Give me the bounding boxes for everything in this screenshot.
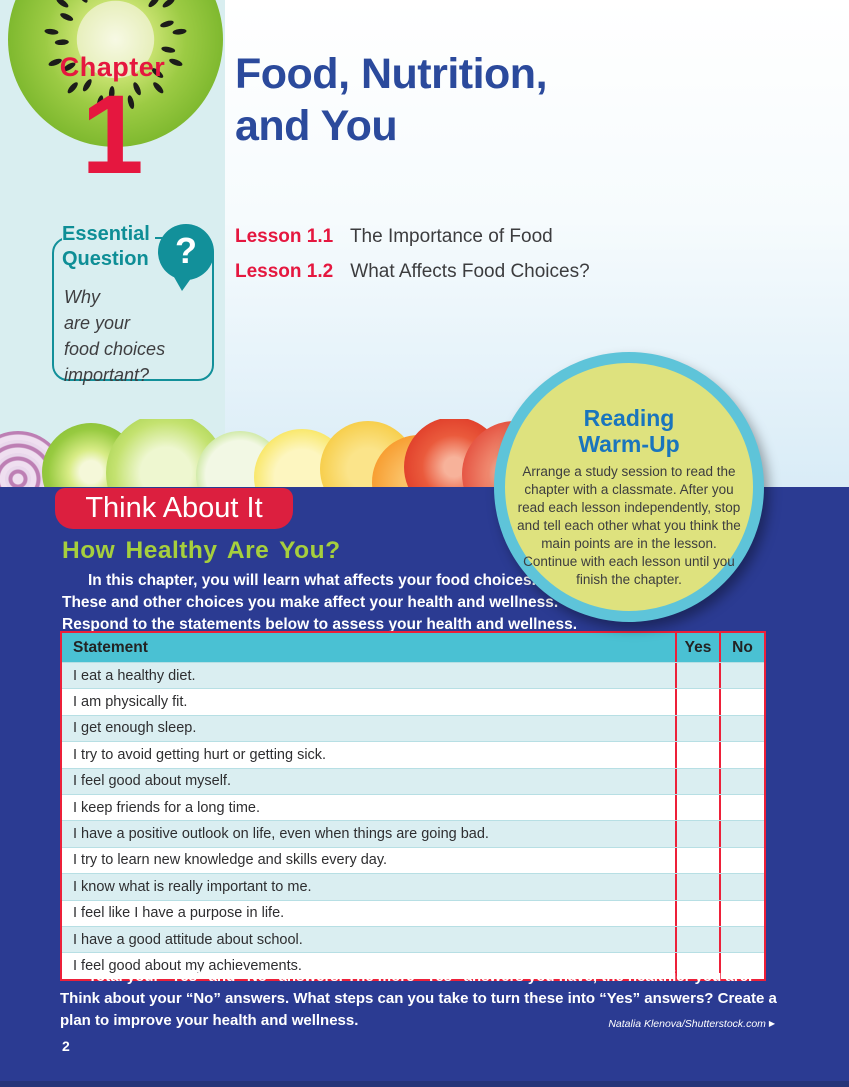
table-row: I am physically fit. (62, 688, 764, 715)
no-cell (719, 821, 764, 847)
no-cell (719, 663, 764, 689)
statement-cell: I feel good about myself. (73, 773, 231, 790)
activity-closing-paragraph: Total your “Yes” and “No” answers. The m… (60, 968, 777, 1029)
statement-column-header: Statement (73, 638, 148, 656)
yes-cell (675, 900, 719, 926)
no-cell (719, 794, 764, 821)
table-row: I try to avoid getting hurt or getting s… (62, 741, 764, 768)
essential-question-text: Why are your food choices important? (64, 287, 166, 385)
statement-cell: I try to learn new knowledge and skills … (73, 852, 388, 869)
table-row: I feel good about myself. (62, 767, 764, 794)
no-cell (719, 715, 764, 742)
table-row: I feel like I have a purpose in life. (62, 899, 764, 926)
yes-cell (675, 847, 719, 874)
no-cell (719, 953, 764, 979)
statement-cell: I know what is really important to me. (73, 878, 312, 895)
credit-arrow-icon: ▶ (768, 1019, 775, 1028)
no-cell (719, 874, 764, 900)
lesson-item: Lesson 1.1 The Importance of Food (235, 226, 590, 248)
chapter-label: Chapter (59, 52, 166, 82)
yes-cell (675, 821, 719, 847)
table-row: I know what is really important to me. (62, 873, 764, 900)
lesson-title: What Affects Food Choices? (350, 261, 590, 282)
reading-warmup-body: Arrange a study session to read the chap… (517, 464, 741, 587)
lesson-number: Lesson 1.2 (235, 261, 334, 282)
no-cell (719, 689, 764, 715)
yes-cell (675, 953, 719, 979)
yes-cell (675, 874, 719, 900)
lesson-list: Lesson 1.1 The Importance of Food Lesson… (235, 226, 590, 296)
reading-warmup-title: Reading Warm-Up (578, 405, 680, 457)
no-column-header: No (719, 633, 764, 662)
statement-cell: I keep friends for a long time. (73, 799, 260, 816)
photo-credit-text: Natalia Klenova/Shutterstock.com (608, 1018, 766, 1030)
no-cell (719, 926, 764, 953)
no-cell (719, 768, 764, 794)
table-row: I eat a healthy diet. (62, 662, 764, 689)
yes-cell (675, 926, 719, 953)
table-header-row: Statement Yes No (62, 633, 764, 662)
page-number: 2 (62, 1038, 70, 1054)
yes-cell (675, 768, 719, 794)
chapter-number: 1 (81, 72, 144, 197)
yes-cell (675, 742, 719, 768)
statement-cell: I feel like I have a purpose in life. (73, 905, 285, 922)
statement-cell: I eat a healthy diet. (73, 667, 196, 684)
kiwi-slice-image (8, 0, 223, 147)
statement-cell: I have a positive outlook on life, even … (73, 826, 489, 843)
lesson-item: Lesson 1.2 What Affects Food Choices? (235, 261, 590, 283)
yes-cell (675, 689, 719, 715)
assessment-table: Statement Yes No I eat a healthy diet. I … (60, 631, 766, 981)
table-row: I try to learn new knowledge and skills … (62, 846, 764, 874)
reading-warmup-callout: Reading Warm-Up Arrange a study session … (494, 352, 764, 622)
lesson-title: The Importance of Food (349, 226, 553, 247)
table-row: I have a good attitude about school. (62, 925, 764, 953)
statement-cell: I feel good about my achievements. (73, 957, 302, 974)
question-mark-icon: ? (158, 224, 214, 291)
yes-cell (675, 715, 719, 742)
photo-credit: Natalia Klenova/Shutterstock.com ▶ (608, 1018, 775, 1030)
page-bottom-edge (0, 1081, 849, 1087)
lesson-number: Lesson 1.1 (235, 226, 334, 247)
yes-column-header: Yes (675, 633, 719, 662)
table-row: I get enough sleep. (62, 714, 764, 742)
table-row: I have a positive outlook on life, even … (62, 820, 764, 847)
no-cell (719, 847, 764, 874)
statement-cell: I get enough sleep. (73, 720, 197, 737)
yes-cell (675, 794, 719, 821)
statement-cell: I try to avoid getting hurt or getting s… (73, 746, 327, 763)
table-row: I feel good about my achievements. (62, 952, 764, 979)
page-title: Food, Nutrition, and You (235, 50, 548, 150)
yes-cell (675, 663, 719, 689)
think-about-it-banner: Think About It (55, 488, 293, 529)
activity-heading: How Healthy Are You? (62, 537, 341, 564)
statement-cell: I have a good attitude about school. (73, 931, 303, 948)
essential-question-heading: Essential Question (62, 222, 155, 272)
table-body: I eat a healthy diet. I am physically fit… (62, 662, 764, 979)
activity-intro-paragraph: In this chapter, you will learn what aff… (62, 572, 578, 633)
statement-cell: I am physically fit. (73, 694, 188, 711)
no-cell (719, 742, 764, 768)
table-row: I keep friends for a long time. (62, 793, 764, 821)
no-cell (719, 900, 764, 926)
